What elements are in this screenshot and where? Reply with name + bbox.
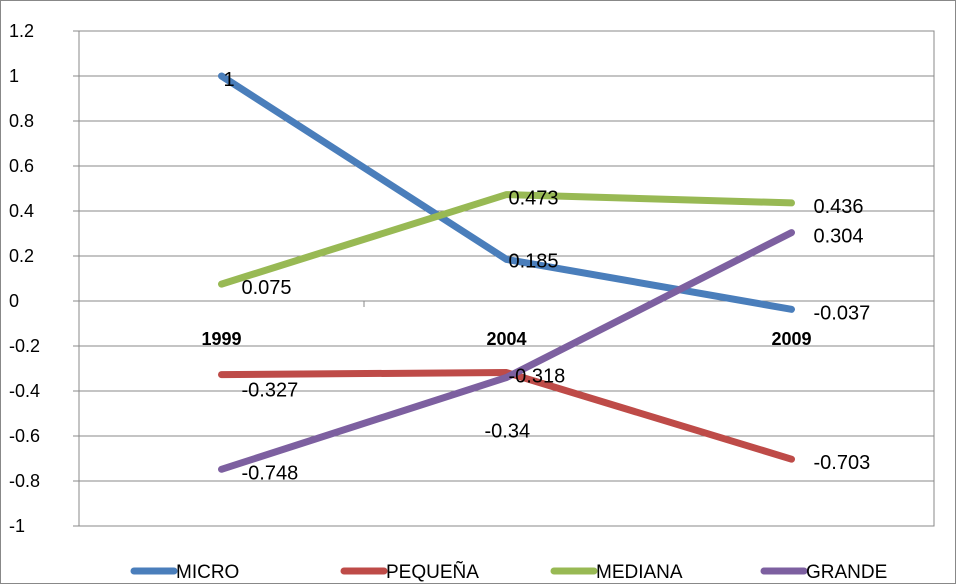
y-tick-label: 0.6 [9,156,34,176]
x-category-label: 1999 [201,329,241,349]
data-label: -0.327 [242,380,299,402]
y-tick-label: 1.2 [9,21,34,41]
data-label: 0.436 [814,196,864,218]
y-tick-label: 0.2 [9,246,34,266]
y-tick-label: 0.4 [9,201,34,221]
data-label: -0.748 [242,462,299,484]
data-label: 0.185 [509,250,559,272]
y-tick-label: -0.2 [9,336,40,356]
series-line-micro [218,72,795,313]
data-label: 0.473 [509,188,559,210]
x-axis-categories: 1999 2004 2009 [201,329,811,349]
series-line-mediana [218,191,795,288]
legend-label: PEQUEÑA [386,561,479,583]
data-label: 0.304 [814,226,864,248]
data-label: -0.34 [485,421,531,443]
y-tick-label: -1 [9,516,25,536]
gridlines [73,30,935,527]
legend-label: MICRO [176,562,239,583]
legend-label: GRANDE [806,562,887,583]
data-label: -0.037 [814,302,871,324]
legend-label: MEDIANA [596,562,683,583]
data-labels: 1 0.185 -0.037 -0.327 -0.318 -0.703 0.075 0.473… [224,69,871,484]
y-axis-ticks: 1.2 1 0.8 0.6 0.4 0.2 0 -0.2 -0.4 -0.6 -0.8 -1 [9,21,40,536]
data-label: 0.075 [242,277,292,299]
series-lines [218,72,795,473]
y-tick-label: 0 [9,291,19,311]
x-category-label: 2009 [771,329,811,349]
series-line-pequeña [218,369,795,463]
y-tick-label: 0.8 [9,111,34,131]
data-label: -0.703 [814,452,871,474]
y-tick-label: 1 [9,66,19,86]
y-tick-label: -0.8 [9,471,40,491]
legend: MICRO PEQUEÑA MEDIANA GRANDE [130,561,887,583]
data-label: 1 [224,69,235,91]
x-category-label: 2004 [486,329,526,349]
y-tick-label: -0.6 [9,426,40,446]
data-label: -0.318 [509,366,566,388]
y-tick-label: -0.4 [9,381,40,401]
series-line-grande [218,229,795,473]
plot-area-border [78,30,935,527]
